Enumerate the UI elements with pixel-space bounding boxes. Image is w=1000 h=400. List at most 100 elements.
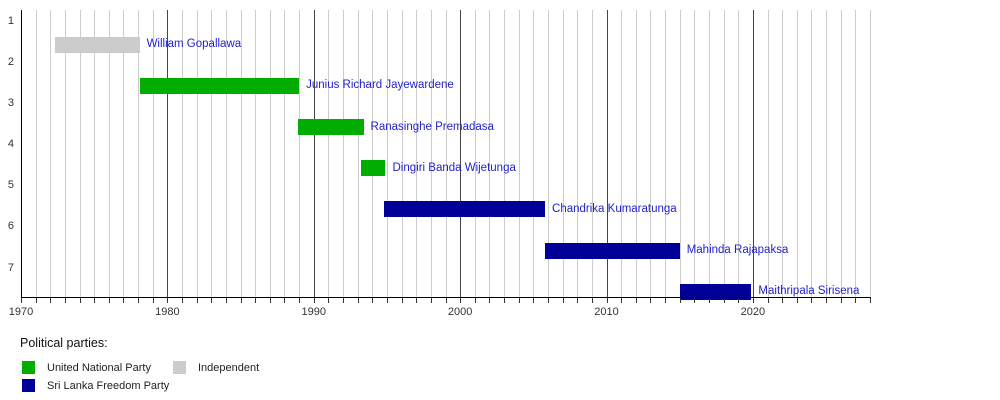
- gridline-minor: [621, 10, 623, 297]
- x-axis-tick: [21, 298, 22, 303]
- x-axis-tick: [650, 298, 652, 303]
- x-axis-tick: [504, 298, 506, 303]
- gridline-minor: [94, 10, 96, 297]
- x-axis-tick: [665, 298, 667, 303]
- gridline-minor: [562, 10, 564, 297]
- timeline-bar: [384, 201, 546, 218]
- gridline-minor: [182, 10, 184, 297]
- x-axis-tick: [723, 298, 725, 303]
- gridline-minor: [474, 10, 476, 297]
- gridline-minor: [840, 10, 842, 297]
- x-axis-tick: [855, 298, 857, 303]
- x-axis-tick: [269, 298, 271, 303]
- x-axis-tick: [416, 298, 418, 303]
- gridline-minor: [430, 10, 432, 297]
- x-axis-tick: [708, 298, 710, 303]
- legend-item-label: Sri Lanka Freedom Party: [47, 380, 170, 392]
- y-tick-label: 4: [7, 138, 14, 150]
- x-axis-tick: [284, 298, 286, 303]
- gridline-minor: [811, 10, 813, 297]
- gridline-minor: [782, 10, 784, 297]
- gridline-minor: [796, 10, 798, 297]
- gridline-minor: [108, 10, 110, 297]
- x-axis-tick: [826, 298, 828, 303]
- bar-label: Dingiri Banda Wijetunga: [392, 161, 516, 174]
- x-axis-tick: [225, 298, 227, 303]
- legend-item-label: United National Party: [47, 362, 151, 374]
- gridline-minor: [225, 10, 227, 297]
- gridline-minor: [138, 10, 140, 297]
- x-axis-tick: [547, 298, 549, 303]
- x-axis-tick: [123, 298, 125, 303]
- gridline-minor: [372, 10, 374, 297]
- timeline-bar: [679, 283, 752, 300]
- x-tick-label: 1990: [301, 306, 326, 318]
- y-tick-label: 6: [7, 220, 14, 233]
- x-axis-tick: [343, 298, 345, 303]
- x-axis-tick: [635, 298, 637, 303]
- gridline-major: [752, 10, 754, 297]
- bar-label: Junius Richard Jayewardene: [306, 79, 454, 92]
- x-axis-tick: [108, 298, 110, 303]
- gridline-minor: [211, 10, 213, 297]
- bar-label: Maithripala Sirisena: [758, 285, 860, 298]
- x-axis-tick: [430, 298, 432, 303]
- x-axis-tick: [372, 298, 374, 303]
- gridline-minor: [152, 10, 154, 297]
- x-axis-tick: [167, 298, 169, 303]
- legend-title: Political parties:: [20, 336, 108, 350]
- gridline-minor: [357, 10, 359, 297]
- gridline-minor: [35, 10, 37, 297]
- x-axis-line: [21, 297, 871, 298]
- timeline-bar: [139, 77, 300, 94]
- x-axis-tick: [606, 298, 608, 303]
- x-axis-tick: [870, 298, 871, 303]
- timeline-bar: [545, 242, 680, 259]
- x-axis-tick: [357, 298, 359, 303]
- gridline-minor: [343, 10, 345, 297]
- x-axis-tick: [94, 298, 96, 303]
- x-axis-tick: [577, 298, 579, 303]
- gridline-minor: [708, 10, 710, 297]
- gridline-minor: [870, 10, 871, 297]
- gridline-minor: [665, 10, 667, 297]
- x-axis-tick: [35, 298, 37, 303]
- x-axis-tick: [782, 298, 784, 303]
- x-axis-tick: [460, 298, 462, 303]
- gridline-minor: [577, 10, 579, 297]
- x-tick-label: 1970: [8, 306, 34, 318]
- gridline-minor: [240, 10, 242, 297]
- gridline-minor: [547, 10, 549, 297]
- x-axis-tick: [796, 298, 798, 303]
- gridline-minor: [269, 10, 271, 297]
- x-tick-label: 2010: [594, 306, 619, 318]
- y-tick-label: 3: [7, 96, 14, 109]
- gridline-minor: [416, 10, 418, 297]
- legend-swatch: [22, 361, 35, 374]
- timeline-bar: [54, 36, 140, 53]
- gridline-minor: [79, 10, 81, 297]
- x-axis-tick: [299, 298, 301, 303]
- x-axis-tick: [255, 298, 257, 303]
- y-tick-label: 7: [7, 261, 14, 274]
- gridline-minor: [255, 10, 257, 297]
- gridline-minor: [767, 10, 769, 297]
- timeline-bar: [360, 160, 386, 177]
- bar-label: Mahinda Rajapaksa: [686, 244, 789, 257]
- gridline-minor: [445, 10, 447, 297]
- plot-area: William Gopallawa Junius Richard Jayeward…: [7, 10, 871, 318]
- x-axis-tick: [533, 298, 535, 303]
- x-tick-label: 1980: [155, 306, 180, 318]
- x-axis-tick: [401, 298, 403, 303]
- gridline-minor: [284, 10, 286, 297]
- x-axis-tick: [445, 298, 447, 303]
- gridline-minor: [328, 10, 330, 297]
- x-axis-tick: [138, 298, 140, 303]
- x-axis-tick: [196, 298, 198, 303]
- x-axis-tick: [313, 298, 315, 303]
- bar-label: William Gopallawa: [146, 38, 242, 51]
- timeline-bar: [297, 119, 364, 136]
- x-axis-tick: [240, 298, 242, 303]
- gridline-major: [460, 10, 462, 297]
